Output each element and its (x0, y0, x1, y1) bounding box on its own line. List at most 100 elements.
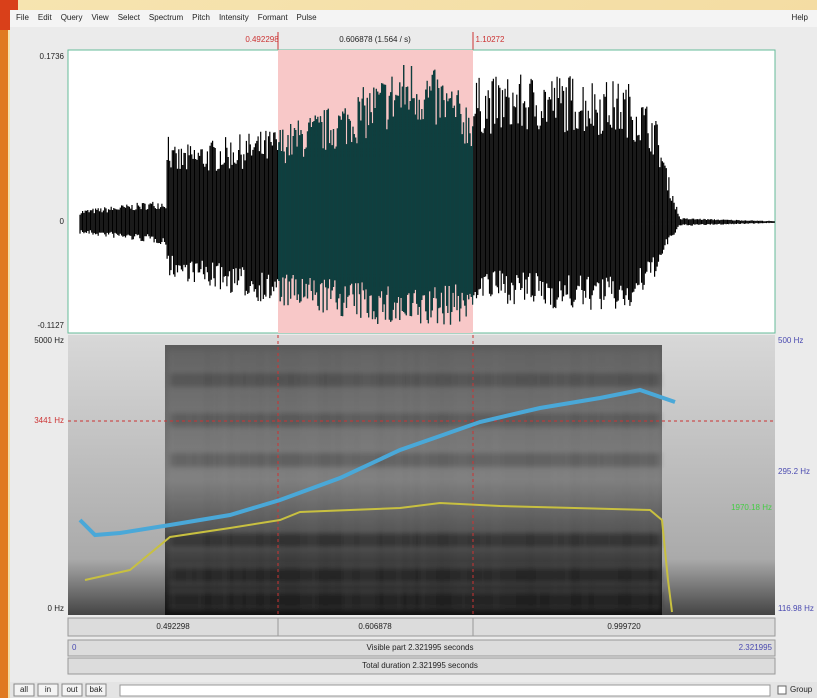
striation (386, 350, 388, 610)
striation (272, 350, 274, 610)
formant-track (84, 501, 673, 613)
selection-start: 0.492298 (245, 35, 279, 44)
menu-item[interactable]: Intensity (219, 13, 249, 22)
buttons: all in out bak (13, 683, 107, 697)
striation (242, 350, 244, 610)
striation (578, 350, 580, 610)
menu-item[interactable]: File (16, 13, 29, 22)
striation (416, 350, 418, 610)
striation (632, 350, 634, 610)
visible-bar[interactable] (67, 639, 776, 657)
striation (446, 350, 448, 610)
striation (614, 350, 616, 610)
striation (422, 350, 424, 610)
button-label[interactable]: out (66, 685, 78, 694)
striation (536, 350, 538, 610)
striation (458, 350, 460, 610)
striation (380, 350, 382, 610)
striation (656, 350, 658, 610)
menu-item[interactable]: View (91, 13, 108, 22)
striation (170, 350, 172, 610)
menu-item[interactable]: Select (118, 13, 141, 22)
selection-end: 1.10272 (476, 35, 505, 44)
striation (500, 350, 502, 610)
menu-item[interactable]: Pitch (192, 13, 210, 22)
visible-label: Visible part 2.321995 seconds (366, 643, 473, 652)
striation (506, 350, 508, 610)
pitch-track (78, 387, 676, 538)
striation (218, 350, 220, 610)
menu-item[interactable]: Spectrum (149, 13, 184, 22)
pitch-top: 500 Hz (778, 336, 803, 345)
striation (344, 350, 346, 610)
striation (278, 350, 280, 610)
striation (254, 350, 256, 610)
button[interactable] (61, 683, 83, 697)
striation (236, 350, 238, 610)
striation (182, 350, 184, 610)
striation (188, 350, 190, 610)
menu-item[interactable]: Pulse (297, 13, 318, 22)
striation (368, 350, 370, 610)
button[interactable] (85, 683, 107, 697)
menu-help[interactable]: Help (792, 13, 809, 22)
button[interactable] (13, 683, 35, 697)
striation (512, 350, 514, 610)
striation (362, 350, 364, 610)
group-label: Group (790, 685, 813, 694)
striation (374, 350, 376, 610)
striation (572, 350, 574, 610)
visible-start: 0 (72, 643, 77, 652)
button-label[interactable]: bak (90, 685, 104, 694)
striation (200, 350, 202, 610)
striation (428, 350, 430, 610)
striation (476, 350, 478, 610)
striation (410, 350, 412, 610)
striation (230, 350, 232, 610)
menu-item[interactable]: Edit (38, 13, 53, 22)
striation (326, 350, 328, 610)
menu: File Edit Query View Select Spectrum Pitch Inte… (16, 13, 317, 22)
scrollbar[interactable] (119, 684, 771, 697)
spectrogram-top: 5000 Hz (34, 336, 64, 345)
pitch-bottom: 116.98 Hz (778, 604, 814, 613)
time-ruler[interactable] (67, 617, 776, 637)
formant-value: 1970.18 Hz (731, 503, 772, 512)
striation (530, 350, 532, 610)
ruler-label: 0.606878 (358, 622, 392, 631)
striation (470, 350, 472, 610)
amplitude-min: -0.1127 (37, 321, 64, 330)
total-bar[interactable] (67, 657, 776, 675)
striation (308, 350, 310, 610)
striation (314, 350, 316, 610)
slide-edge (0, 0, 8, 698)
striation (404, 350, 406, 610)
striation (566, 350, 568, 610)
button-label[interactable]: all (20, 685, 28, 694)
striation (644, 350, 646, 610)
striation (524, 350, 526, 610)
button-label[interactable]: in (45, 685, 51, 694)
striation (176, 350, 178, 610)
menu-item[interactable]: Formant (258, 13, 289, 22)
button[interactable] (37, 683, 59, 697)
striation (554, 350, 556, 610)
spectrogram-bands (170, 350, 660, 610)
striation (392, 350, 394, 610)
group-checkbox[interactable] (777, 685, 787, 695)
striation (452, 350, 454, 610)
striation (518, 350, 520, 610)
total-label: Total duration 2.321995 seconds (362, 661, 478, 670)
striation (440, 350, 442, 610)
striation (284, 350, 286, 610)
striation (584, 350, 586, 610)
striation (602, 350, 604, 610)
striation (266, 350, 268, 610)
striation (488, 350, 490, 610)
amplitude-zero: 0 (60, 217, 65, 226)
waveform-selected (278, 65, 473, 325)
striation (320, 350, 322, 610)
menu-item[interactable]: Query (61, 13, 83, 22)
striation (620, 350, 622, 610)
